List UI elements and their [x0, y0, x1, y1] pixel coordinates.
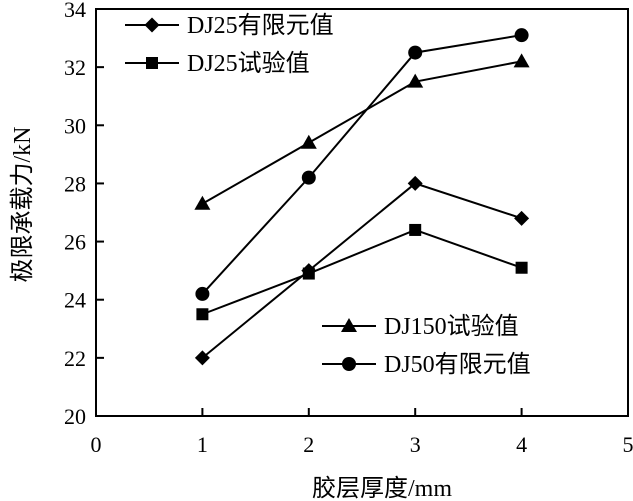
data-point [513, 53, 530, 68]
data-point [194, 350, 210, 366]
data-point [514, 210, 530, 226]
data-point [407, 175, 423, 191]
x-tick-label: 1 [197, 432, 208, 457]
legend: DJ25有限元值 DJ25试验值 DJ150试验值 DJ50有限元值 [125, 12, 531, 378]
y-tick-label: 24 [64, 288, 86, 313]
data-point [300, 134, 317, 149]
legend-entry: DJ25试验值 [125, 50, 310, 77]
y-tick-label: 32 [64, 55, 86, 80]
series-line [202, 228, 522, 316]
data-point [194, 195, 211, 210]
x-axis-title: 胶层厚度/mm [312, 475, 452, 501]
legend-marker [341, 318, 357, 332]
series-triangle [194, 53, 530, 210]
x-tick-label: 4 [516, 432, 527, 457]
data-point [408, 45, 423, 60]
legend-label: DJ25试验值 [187, 50, 310, 77]
x-tick-label: 3 [410, 432, 421, 457]
legend-entry: DJ150试验值 [322, 313, 519, 340]
y-tick-label: 34 [64, 0, 86, 22]
series-line [201, 34, 522, 295]
data-point [301, 170, 316, 185]
legend-marker [342, 357, 356, 371]
legend-label: DJ25有限元值 [187, 12, 334, 39]
data-point [196, 308, 209, 321]
legend-marker [144, 17, 160, 33]
plot-area [194, 28, 530, 366]
data-point [302, 267, 315, 280]
data-point [409, 223, 422, 236]
legend-marker [146, 57, 158, 69]
legend-label: DJ50有限元值 [384, 351, 531, 378]
x-tick-label: 0 [91, 432, 102, 457]
legend-entry: DJ25有限元值 [125, 12, 334, 39]
x-tick-label: 5 [623, 432, 633, 457]
series-line [201, 60, 522, 205]
plot-frame [95, 8, 629, 417]
series-square [196, 223, 528, 321]
y-tick-label: 30 [64, 113, 86, 138]
data-point [407, 73, 424, 88]
data-point [515, 261, 528, 274]
y-tick-label: 20 [64, 404, 86, 429]
data-point [514, 28, 529, 43]
series-circle [195, 28, 529, 301]
legend-top-left: DJ25有限元值 DJ25试验值 [125, 12, 334, 77]
legend-label: DJ150试验值 [384, 313, 519, 340]
legend-entry: DJ50有限元值 [322, 351, 531, 378]
y-tick-label: 22 [64, 346, 86, 371]
series-line [201, 182, 522, 359]
y-tick-label: 28 [64, 171, 86, 196]
y-axis-title: 极限承载力/kN [9, 127, 36, 283]
legend-lower-right: DJ150试验值 DJ50有限元值 [322, 313, 531, 378]
x-tick-label: 2 [303, 432, 314, 457]
data-point [195, 286, 210, 301]
y-tick-label: 26 [64, 230, 86, 255]
